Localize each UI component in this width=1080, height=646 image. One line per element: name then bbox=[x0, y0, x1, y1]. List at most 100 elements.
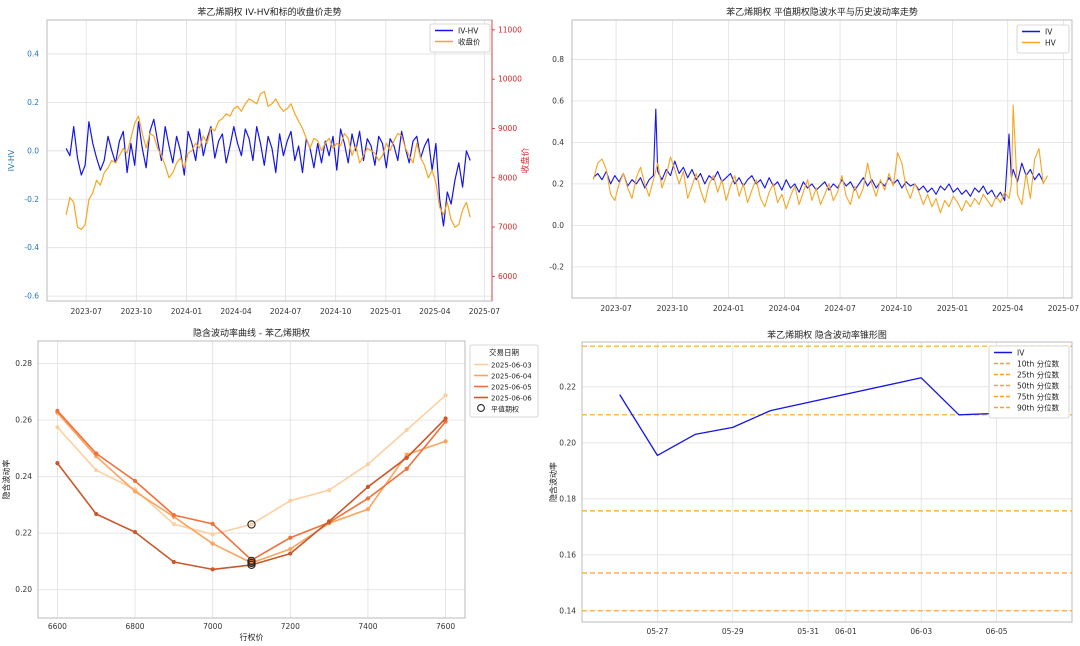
iv-cone-chart-legend-label: 90th 分位数 bbox=[1017, 403, 1060, 413]
iv-hv-level-chart-y-tick-label: 0.2 bbox=[552, 179, 564, 188]
iv-smile-chart-x-tick-label: 7400 bbox=[358, 622, 377, 631]
iv-hv-level-chart-legend-label: HV bbox=[1045, 39, 1057, 48]
ivhv-chart-title: 苯乙烯期权 IV-HV和标的收盘价走势 bbox=[197, 6, 341, 18]
iv-smile-chart-point bbox=[404, 427, 409, 433]
iv-smile-chart-legend bbox=[469, 344, 539, 418]
ivhv-chart-x-tick-label: 2023-07 bbox=[71, 307, 103, 316]
iv-smile-chart-atm-marker bbox=[247, 560, 256, 570]
iv-hv-level-chart-x-tick-label: 2023-10 bbox=[657, 304, 689, 313]
iv-smile-chart-point bbox=[288, 546, 293, 552]
iv-smile-chart-series-line bbox=[56, 394, 447, 536]
ivhv-chart-x-tick-label: 2024-10 bbox=[320, 307, 352, 316]
iv-cone-chart-legend-label: 10th 分位数 bbox=[1017, 359, 1060, 369]
ivhv-chart-y-tick-label: -0.4 bbox=[24, 243, 39, 252]
iv-cone-chart-y-tick-label: 0.16 bbox=[559, 550, 576, 559]
iv-hv-level-chart-x-tick-label: 2025-04 bbox=[992, 304, 1024, 313]
iv-hv-level-chart-legend-label: IV bbox=[1045, 28, 1053, 37]
iv-hv-level-chart: -0.2 0.0 0.2 0.4 0.6 0.8 2023-07 2023-10 2024-01… bbox=[549, 6, 1079, 313]
iv-smile-chart-point bbox=[94, 451, 99, 456]
ivhv-chart-plot-frame bbox=[46, 19, 493, 302]
ivhv-chart-legend-label: 收盘价 bbox=[458, 37, 481, 47]
iv-cone-chart-y-tick-label: 0.18 bbox=[559, 494, 576, 503]
iv-cone-chart-y-tick-label: 0.22 bbox=[559, 382, 576, 391]
iv-cone-chart-y-axis-label: 隐含波动率 bbox=[548, 462, 558, 502]
iv-smile-chart-x-tick-label: 7200 bbox=[281, 622, 300, 631]
iv-smile-chart-point bbox=[171, 559, 176, 565]
iv-cone-chart-title: 苯乙烯期权 隐含波动率锥形图 bbox=[767, 329, 887, 341]
iv-smile-chart-point bbox=[365, 507, 371, 512]
iv-smile-chart-point bbox=[365, 496, 371, 501]
iv-smile-chart: 0.20 0.22 0.24 0.26 0.28 6600 6800 7000 7200 7400… bbox=[1, 327, 539, 642]
iv-smile-chart-point bbox=[132, 478, 138, 484]
iv-smile-chart-point bbox=[210, 541, 215, 546]
iv-cone-chart-x-tick-label: 06-05 bbox=[986, 627, 1008, 636]
iv-smile-chart-point bbox=[288, 535, 293, 540]
iv-hv-level-chart-y-tick-label: 0.8 bbox=[552, 55, 564, 64]
iv-smile-chart-x-tick-label: 6600 bbox=[48, 622, 67, 631]
iv-cone-chart-x-tick-label: 05-27 bbox=[646, 627, 668, 636]
iv-smile-chart-series-line bbox=[56, 412, 446, 564]
iv-smile-chart-point bbox=[171, 513, 176, 518]
iv-smile-chart-series-line bbox=[56, 417, 447, 571]
iv-smile-chart-point bbox=[365, 462, 371, 467]
ivhv-chart-series-ivhv-line bbox=[65, 118, 471, 227]
iv-smile-chart-point bbox=[171, 522, 176, 527]
iv-smile-chart-y-tick-label: 0.20 bbox=[15, 585, 32, 594]
iv-hv-level-chart-x-tick-label: 2023-07 bbox=[600, 304, 632, 313]
ivhv-chart-legend-label: IV-HV bbox=[458, 27, 479, 36]
iv-smile-chart-point bbox=[94, 511, 99, 517]
iv-smile-chart-legend-label: 2025-06-03 bbox=[491, 362, 532, 370]
ivhv-chart-y2-tick-label: 7000 bbox=[498, 223, 517, 232]
iv-hv-level-chart-x-tick-label: 2024-10 bbox=[881, 304, 913, 313]
ivhv-chart-y-tick-label: 0.2 bbox=[27, 98, 39, 107]
ivhv-chart-series-close-line bbox=[65, 90, 471, 231]
iv-cone-chart-x-tick-label: 06-03 bbox=[910, 627, 932, 636]
iv-smile-chart-legend-atm-swatch bbox=[477, 404, 485, 412]
iv-smile-chart-point bbox=[132, 489, 138, 494]
iv-smile-chart-point bbox=[404, 455, 409, 460]
iv-smile-chart-point bbox=[443, 439, 448, 444]
iv-hv-level-chart-y-tick-label: -0.2 bbox=[549, 262, 564, 271]
iv-smile-chart-point bbox=[365, 484, 371, 489]
iv-smile-chart-x-tick-label: 6800 bbox=[125, 622, 144, 631]
iv-cone-chart-series-iv-line bbox=[619, 377, 1035, 457]
iv-smile-chart-point bbox=[55, 408, 60, 413]
iv-smile-chart-point bbox=[443, 393, 448, 398]
iv-hv-level-chart-legend bbox=[1016, 24, 1070, 54]
iv-hv-level-chart-x-tick-label: 2024-04 bbox=[769, 304, 801, 313]
iv-smile-chart-point bbox=[132, 529, 138, 535]
iv-cone-chart-legend-label: 25th 分位数 bbox=[1017, 370, 1060, 380]
iv-smile-chart-point bbox=[288, 551, 293, 556]
iv-smile-chart-point bbox=[55, 425, 60, 430]
ivhv-chart-y2-axis-label: 收盘价 bbox=[520, 147, 531, 173]
iv-smile-chart-point bbox=[210, 532, 215, 537]
iv-smile-chart-point bbox=[288, 498, 293, 503]
iv-hv-level-chart-series-iv-line bbox=[593, 108, 1044, 202]
iv-smile-chart-y-tick-label: 0.28 bbox=[15, 359, 32, 368]
iv-smile-chart-point bbox=[94, 468, 99, 473]
iv-cone-chart-x-tick-label: 05-29 bbox=[722, 627, 744, 636]
ivhv-chart-y2-tick-label: 11000 bbox=[498, 25, 522, 34]
iv-hv-level-chart-y-tick-label: 0.6 bbox=[552, 96, 564, 105]
iv-hv-level-chart-x-tick-label: 2024-01 bbox=[713, 304, 745, 313]
ivhv-chart-x-tick-label: 2024-01 bbox=[171, 307, 203, 316]
iv-smile-chart-point bbox=[210, 521, 215, 526]
ivhv-chart-y-tick-label: 0.0 bbox=[27, 146, 39, 155]
ivhv-chart-y-tick-label: -0.6 bbox=[24, 292, 39, 301]
iv-cone-chart-x-tick-label: 05-31 bbox=[797, 627, 819, 636]
ivhv-chart-y-tick-label: -0.2 bbox=[24, 195, 39, 204]
ivhv-chart-x-tick-label: 2023-10 bbox=[121, 307, 153, 316]
iv-smile-chart-point bbox=[327, 488, 332, 493]
iv-cone-chart: 0.14 0.16 0.18 0.20 0.22 05-27 05-29 05-31 06-01… bbox=[548, 329, 1073, 636]
ivhv-chart-x-tick-label: 2025-04 bbox=[419, 307, 451, 316]
iv-smile-chart-atm-marker bbox=[247, 520, 256, 529]
iv-hv-level-chart-y-tick-label: 0.4 bbox=[552, 138, 564, 147]
ivhv-chart-x-tick-label: 2024-07 bbox=[270, 307, 302, 316]
iv-hv-level-chart-x-tick-label: 2024-07 bbox=[824, 304, 856, 313]
ivhv-chart: -0.6 -0.4 -0.2 0.0 0.2 0.4 2023-07 2023-10 2024-… bbox=[7, 6, 531, 316]
ivhv-chart-x-tick-label: 2025-07 bbox=[469, 307, 501, 316]
iv-smile-chart-point bbox=[443, 416, 448, 421]
iv-smile-chart-point bbox=[327, 519, 332, 524]
iv-smile-chart-y-tick-label: 0.22 bbox=[15, 529, 32, 538]
iv-smile-chart-x-tick-label: 7000 bbox=[203, 622, 222, 631]
